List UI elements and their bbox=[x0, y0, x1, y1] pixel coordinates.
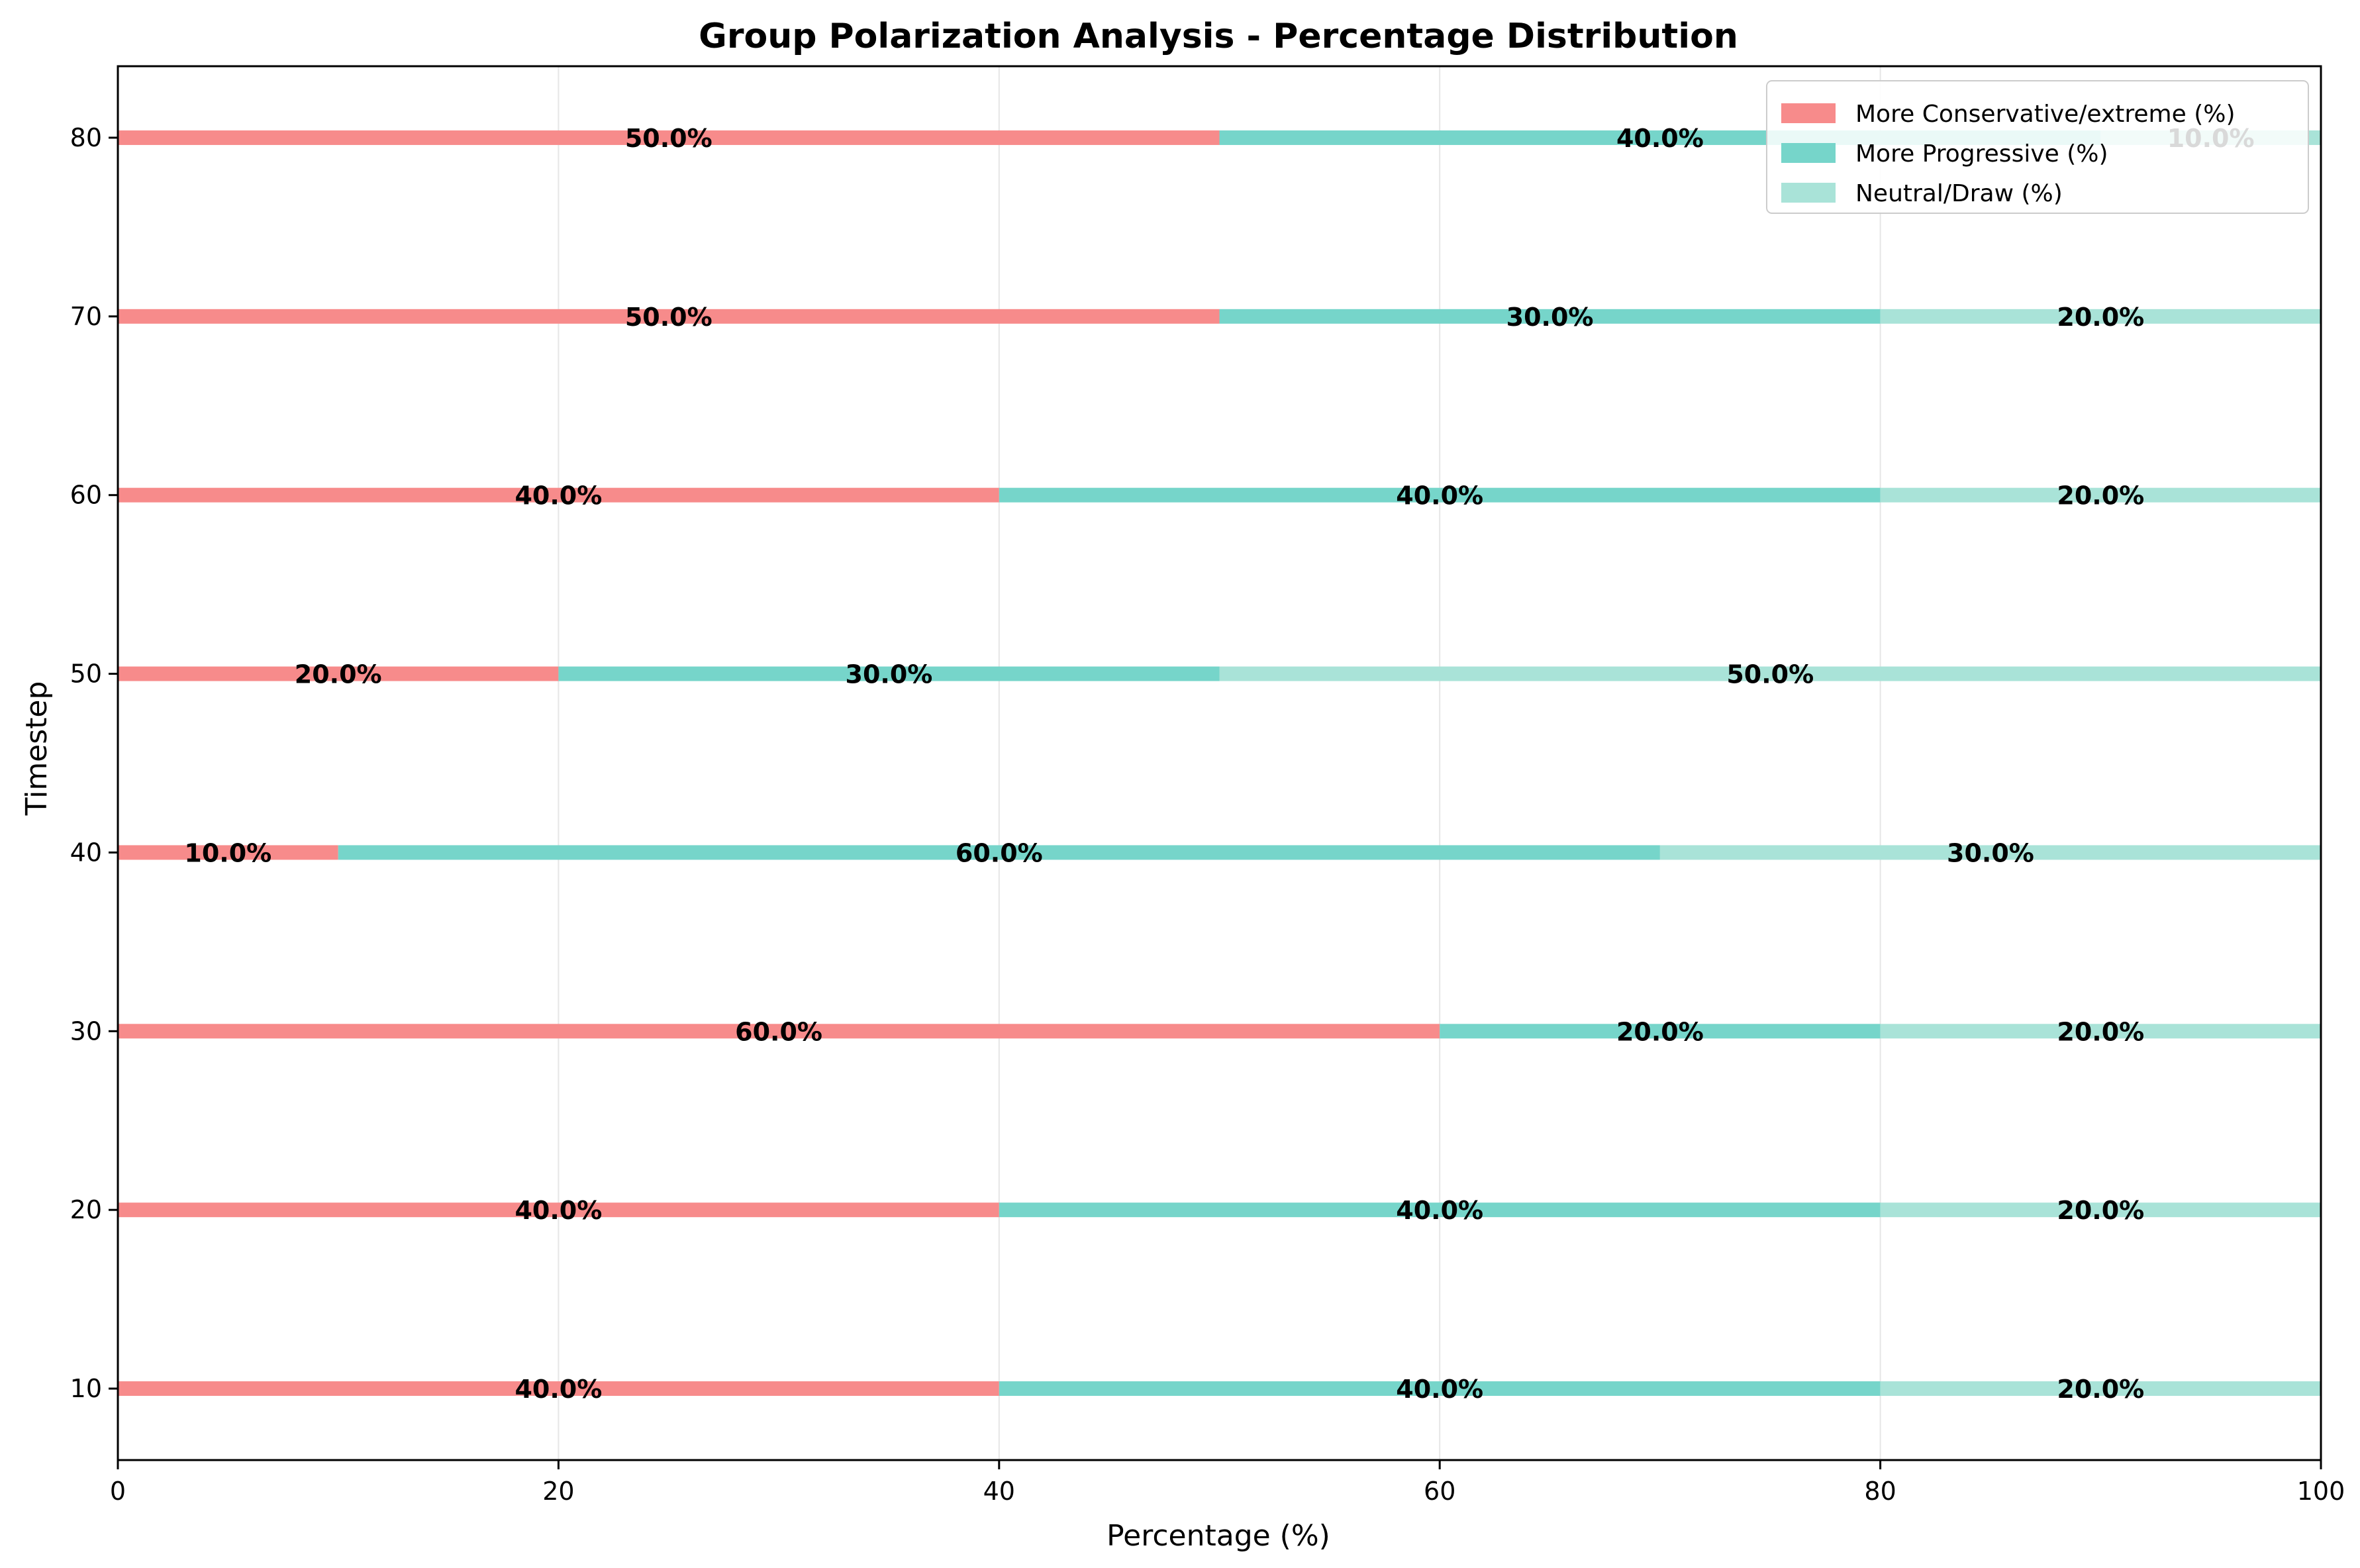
legend: More Conservative/extreme (%) More Progre… bbox=[1766, 80, 2309, 214]
grid-lines bbox=[558, 66, 1881, 1460]
data-label: 40.0% bbox=[1396, 481, 1483, 511]
y-axis-label: Timestep bbox=[20, 681, 54, 816]
bar-segment bbox=[118, 487, 999, 503]
data-label: 30.0% bbox=[846, 660, 933, 689]
y-tick-label: 50 bbox=[70, 660, 102, 689]
bar-segment bbox=[118, 1202, 999, 1218]
data-label: 20.0% bbox=[2057, 1196, 2144, 1225]
legend-box bbox=[1766, 80, 2309, 214]
chart-title: Group Polarization Analysis - Percentage… bbox=[699, 17, 1738, 56]
bar-segment bbox=[999, 487, 1881, 503]
data-label: 40.0% bbox=[1396, 1196, 1483, 1225]
data-label: 60.0% bbox=[735, 1017, 822, 1046]
bar-segment bbox=[1659, 845, 2321, 860]
y-tick-label: 70 bbox=[70, 302, 102, 331]
bar-segment bbox=[1880, 1381, 2321, 1396]
legend-swatch bbox=[1781, 103, 1836, 123]
y-tick-label: 40 bbox=[70, 838, 102, 867]
x-tick-label: 40 bbox=[983, 1477, 1015, 1506]
data-label: 20.0% bbox=[1616, 1017, 1704, 1046]
bar-segment bbox=[118, 1024, 1440, 1039]
data-label: 50.0% bbox=[625, 303, 713, 332]
legend-entry-label: More Conservative/extreme (%) bbox=[1855, 101, 2236, 128]
bar-segment bbox=[118, 309, 1220, 324]
bar-segment bbox=[999, 1202, 1881, 1218]
data-label: 20.0% bbox=[2057, 481, 2144, 511]
data-label: 20.0% bbox=[295, 660, 382, 689]
axis-ticks: 0 20 40 60 80 100 10 20 30 40 50 60 70 80 bbox=[70, 123, 2345, 1506]
bar-segment bbox=[118, 130, 1220, 145]
bar-segment bbox=[118, 1381, 999, 1396]
bar-segment bbox=[1880, 487, 2321, 503]
data-labels: 40.0% 40.0% 20.0% 40.0% 40.0% 20.0% 60.0% 20.0%… bbox=[184, 124, 2254, 1404]
x-tick-label: 60 bbox=[1424, 1477, 1455, 1506]
data-label: 40.0% bbox=[1616, 124, 1704, 153]
data-label: 20.0% bbox=[2057, 303, 2144, 332]
data-label: 30.0% bbox=[1506, 303, 1594, 332]
bar-segment bbox=[1219, 666, 2321, 681]
data-label: 10.0% bbox=[184, 838, 271, 867]
bar-segment bbox=[1880, 1024, 2321, 1039]
legend-swatch bbox=[1781, 183, 1836, 203]
bar-segment bbox=[1219, 309, 1881, 324]
axes-frame bbox=[117, 65, 2322, 1461]
bar-segment bbox=[118, 845, 338, 860]
bar-segment bbox=[999, 1381, 1881, 1396]
x-tick-label: 20 bbox=[542, 1477, 574, 1506]
data-label: 40.0% bbox=[515, 1196, 602, 1225]
data-label: 30.0% bbox=[1947, 838, 2034, 867]
data-label: 60.0% bbox=[956, 838, 1043, 867]
bar-segment bbox=[1440, 1024, 1881, 1039]
bar-segment bbox=[338, 845, 1660, 860]
legend-swatch bbox=[1781, 143, 1836, 163]
legend-entry-label: Neutral/Draw (%) bbox=[1855, 180, 2063, 207]
bar-segment bbox=[1880, 309, 2321, 324]
x-axis-label: Percentage (%) bbox=[1106, 1519, 1330, 1553]
legend-entry-label: More Progressive (%) bbox=[1855, 140, 2108, 168]
bar-segment bbox=[1880, 1202, 2321, 1218]
y-tick-label: 60 bbox=[70, 481, 102, 510]
data-label: 40.0% bbox=[1396, 1375, 1483, 1404]
x-tick-label: 0 bbox=[110, 1477, 126, 1506]
data-label: 20.0% bbox=[2057, 1375, 2144, 1404]
data-label: 40.0% bbox=[515, 481, 602, 511]
x-tick-label: 80 bbox=[1864, 1477, 1896, 1506]
bar-segment bbox=[118, 666, 559, 681]
data-label: 50.0% bbox=[625, 124, 713, 153]
y-tick-label: 30 bbox=[70, 1016, 102, 1046]
data-label: 40.0% bbox=[515, 1375, 602, 1404]
y-tick-label: 80 bbox=[70, 123, 102, 152]
bar-segment bbox=[558, 666, 1220, 681]
y-tick-label: 10 bbox=[70, 1374, 102, 1403]
bars bbox=[118, 130, 2321, 1396]
data-label: 20.0% bbox=[2057, 1017, 2144, 1046]
x-tick-label: 100 bbox=[2297, 1477, 2345, 1506]
y-tick-label: 20 bbox=[70, 1195, 102, 1224]
data-label: 50.0% bbox=[1726, 660, 1814, 689]
